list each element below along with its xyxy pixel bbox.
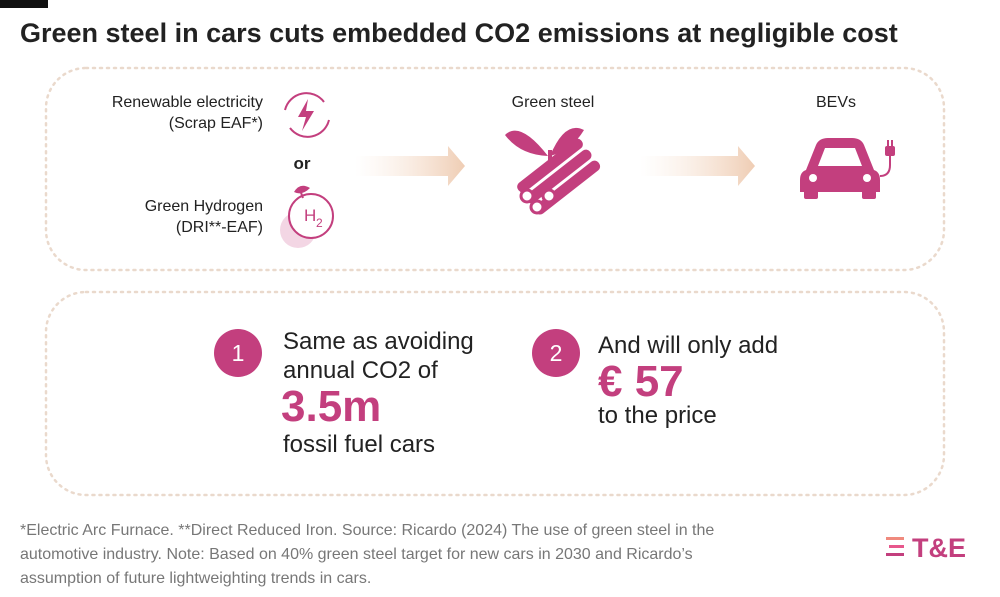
stat-number: 1 <box>232 340 245 366</box>
stat-highlight: 3.5m <box>281 382 381 431</box>
stat-text: Same as avoiding <box>283 328 474 355</box>
stat-badge <box>214 329 262 377</box>
step-label: BEVs <box>816 94 856 111</box>
logo-text: T&E <box>912 533 966 563</box>
footnote: assumption of future lightweighting tren… <box>20 570 371 587</box>
flow-panel <box>44 66 946 272</box>
input-sublabel: (Scrap EAF*) <box>169 115 263 132</box>
stat-highlight: € 57 <box>598 357 684 406</box>
stat-text: to the price <box>598 402 717 429</box>
arrow <box>640 146 755 186</box>
input-sublabel: (DRI**-EAF) <box>176 219 263 236</box>
stat-badge <box>532 329 580 377</box>
icon-symbol: H <box>304 206 316 225</box>
stats-panel <box>44 290 946 497</box>
step-label: Green steel <box>512 94 595 111</box>
hydrogen-icon: H 2 <box>280 185 334 248</box>
icon-subscript: 2 <box>316 216 323 230</box>
title: Green steel in cars cuts embedded CO2 em… <box>20 18 898 48</box>
stat-text: annual CO2 of <box>283 357 438 384</box>
footnote: automotive industry. Note: Based on 40% … <box>20 546 693 563</box>
footnote: *Electric Arc Furnace. **Direct Reduced … <box>20 522 714 539</box>
input-label: Renewable electricity <box>112 94 263 111</box>
stat-text: And will only add <box>598 332 778 359</box>
electricity-icon <box>284 92 330 138</box>
stat-text: fossil fuel cars <box>283 431 435 458</box>
car-icon <box>800 138 895 199</box>
arrow <box>355 146 465 186</box>
stat-number: 2 <box>550 340 563 366</box>
corner-mark <box>0 0 48 8</box>
steel-icon <box>505 127 601 215</box>
input-label: Green Hydrogen <box>145 198 263 215</box>
logo: T&E <box>886 533 966 563</box>
connector: or <box>294 154 311 173</box>
